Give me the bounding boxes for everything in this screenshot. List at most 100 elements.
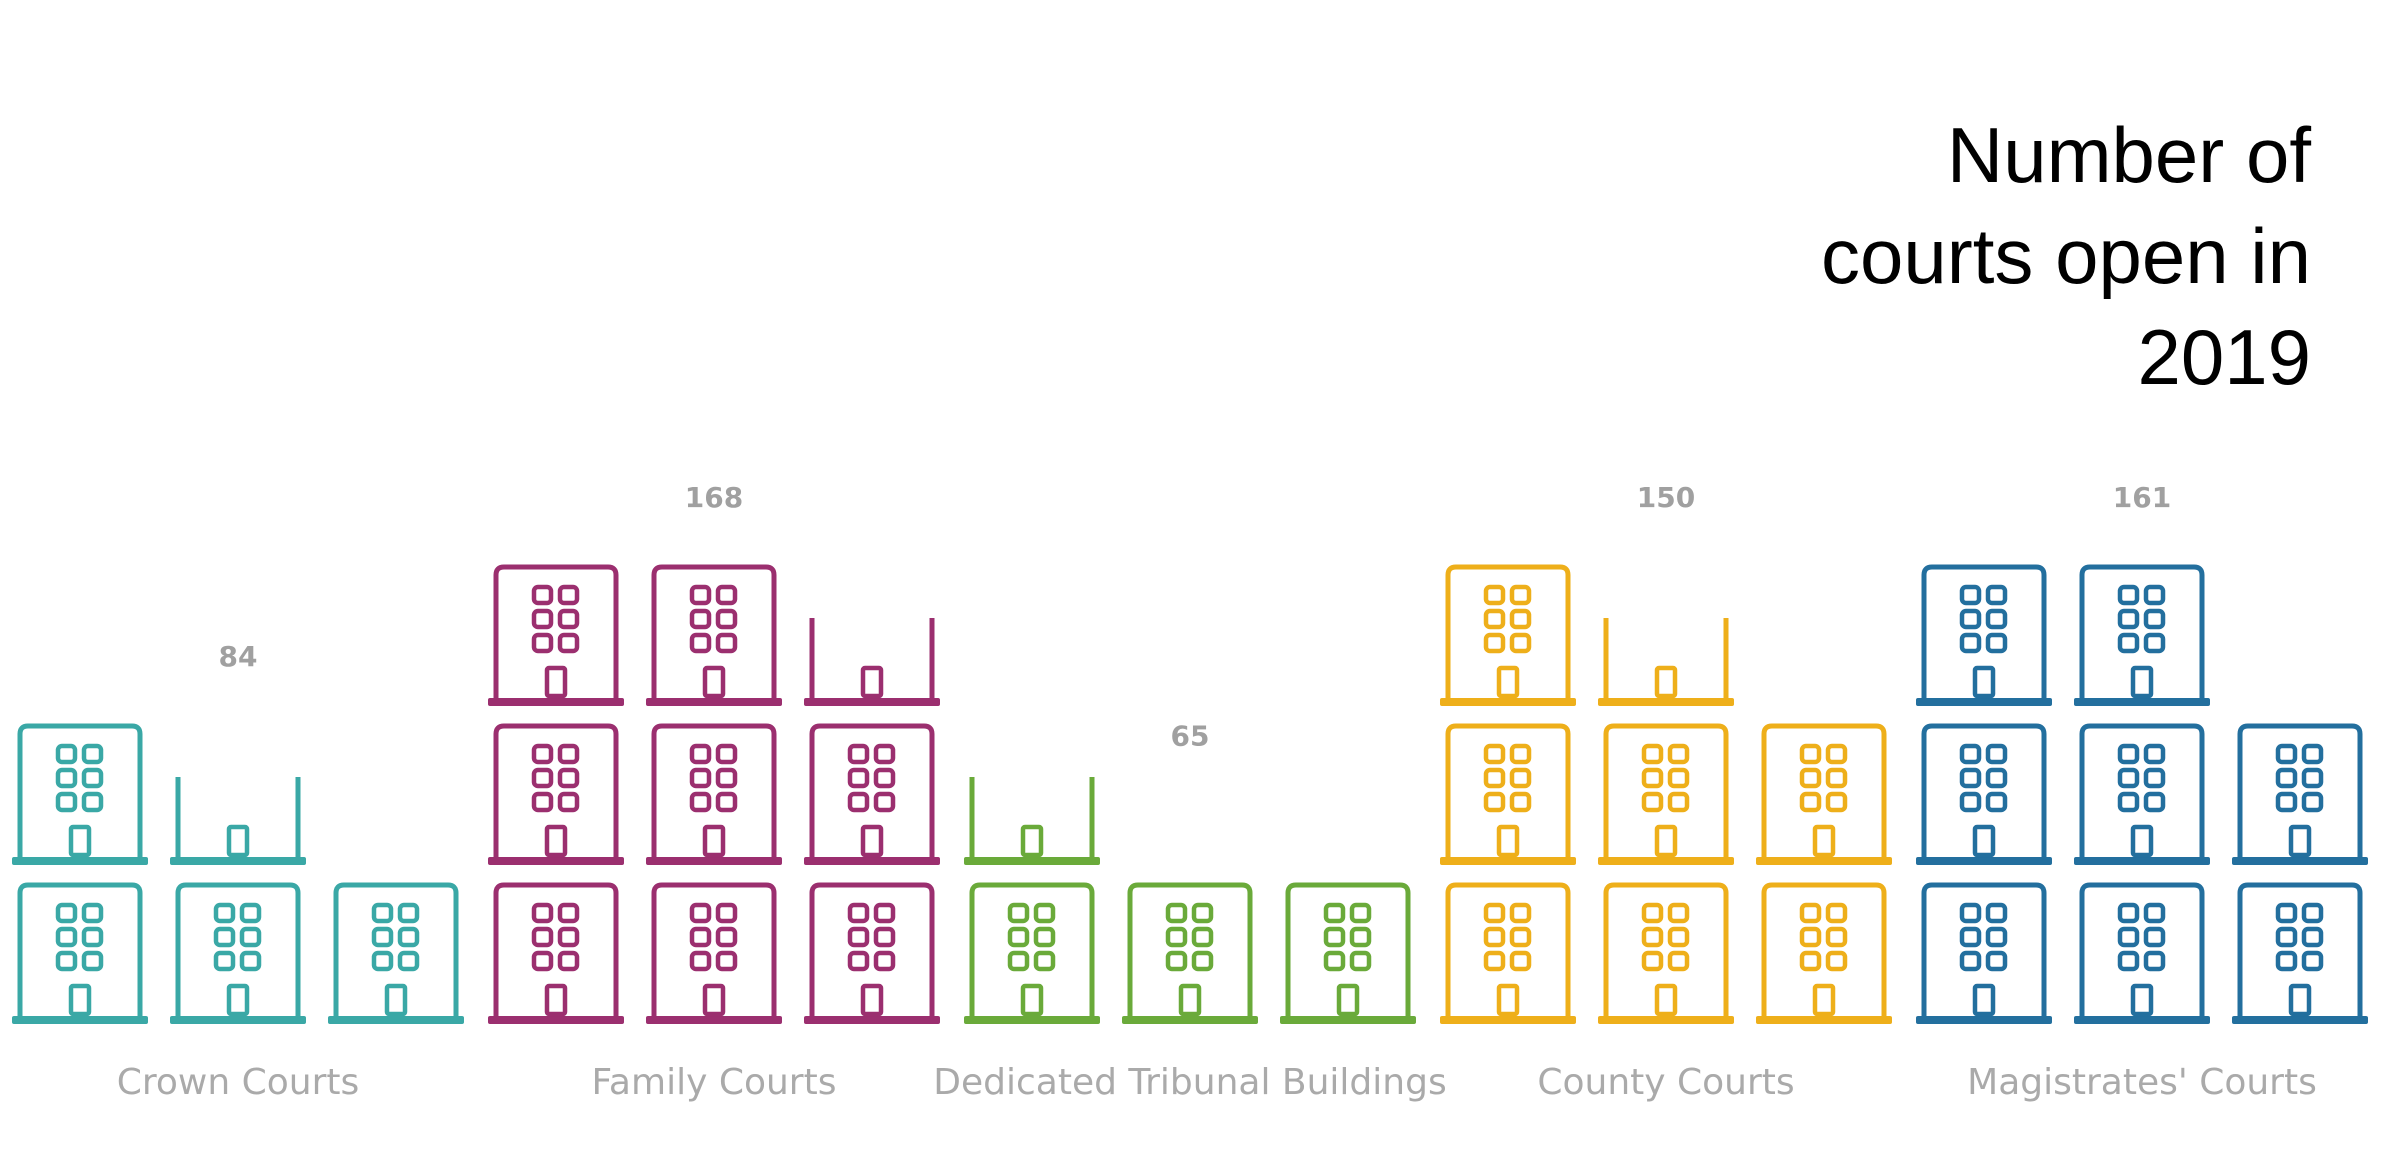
building-icon-window — [715, 767, 738, 789]
building-icon-door — [1654, 983, 1678, 1017]
building-icon-window — [1825, 950, 1848, 972]
building-icon-ledge — [1756, 1016, 1892, 1024]
building-icon-window — [1959, 584, 1982, 606]
building-icon-window — [2143, 743, 2166, 765]
building-stack — [170, 777, 306, 1024]
building-icon-window — [873, 791, 896, 813]
building-icon-ledge — [12, 1016, 148, 1024]
building-icon-body — [1761, 882, 1887, 1018]
building-icon-window — [1483, 584, 1506, 606]
building-icon-window — [2143, 902, 2166, 924]
building-icon-window — [81, 791, 104, 813]
building-icon-ledge — [1598, 1016, 1734, 1024]
building-icon-window — [689, 791, 712, 813]
category-group: 161 Magistrates' Courts — [1916, 481, 2368, 1103]
building-icon-window — [1799, 743, 1822, 765]
building-icon-ledge — [1122, 1016, 1258, 1024]
building-icon-window — [1959, 767, 1982, 789]
building-icon-body — [2079, 564, 2205, 700]
building-icon-partial-door — [1020, 824, 1044, 858]
building-icon-window — [2117, 743, 2140, 765]
building-icon-ledge — [1756, 857, 1892, 865]
building-icon-door — [1812, 824, 1836, 858]
building-icon-window — [873, 743, 896, 765]
building-icon-window — [715, 584, 738, 606]
building-icon-ledge — [1280, 1016, 1416, 1024]
building-icon-window — [557, 584, 580, 606]
building-icon-window — [2117, 584, 2140, 606]
building-icon-window — [847, 950, 870, 972]
building-icon-window — [689, 584, 712, 606]
building-stack — [1280, 882, 1416, 1024]
building-icon-window — [397, 902, 420, 924]
building-icon-door — [702, 983, 726, 1017]
building-icon-ledge — [2074, 1016, 2210, 1024]
building-icon-door — [1020, 983, 1044, 1017]
building-icon-window — [1825, 902, 1848, 924]
building-icon-window — [1799, 791, 1822, 813]
building-icon-body — [1921, 882, 2047, 1018]
building-icon-window — [2301, 767, 2324, 789]
building-icon-window — [1483, 632, 1506, 654]
value-label: 150 — [1637, 481, 1695, 514]
building-icon-window — [531, 926, 554, 948]
building-icon-body — [969, 882, 1095, 1018]
building-icon-window — [531, 767, 554, 789]
building-icon-window — [213, 902, 236, 924]
building-icon-window — [239, 926, 262, 948]
building-icon-window — [1825, 767, 1848, 789]
building-icon-window — [81, 767, 104, 789]
building-icon-window — [1509, 926, 1532, 948]
building-stack — [328, 882, 464, 1024]
building-icon-body — [2079, 882, 2205, 1018]
building-icon-ledge — [1440, 857, 1576, 865]
building-icon-door — [2130, 665, 2154, 699]
building-icon-body — [1127, 882, 1253, 1018]
building-icon-window — [2275, 950, 2298, 972]
building-icon-window — [213, 926, 236, 948]
value-label: 161 — [2113, 481, 2171, 514]
building-icon-window — [531, 950, 554, 972]
building-icon-body — [493, 723, 619, 859]
building-icon-body — [493, 882, 619, 1018]
building-icon-door — [1336, 983, 1360, 1017]
building-icon-door — [68, 824, 92, 858]
building-icon-window — [1483, 926, 1506, 948]
building-icon-window — [2301, 950, 2324, 972]
building-icon-window — [847, 767, 870, 789]
category-label: Dedicated Tribunal Buildings — [933, 1062, 1446, 1103]
building-icon-window — [715, 743, 738, 765]
building-icon-window — [1985, 632, 2008, 654]
building-icon-door — [544, 665, 568, 699]
building-icon-window — [715, 632, 738, 654]
building-icon-window — [1985, 926, 2008, 948]
building-icon-window — [1323, 950, 1346, 972]
building-icon-partial-door — [226, 824, 250, 858]
building-icon-window — [1641, 926, 1664, 948]
building-icon-window — [1483, 902, 1506, 924]
building-icon-window — [531, 608, 554, 630]
building-icon-window — [1033, 926, 1056, 948]
building-icon-window — [1349, 926, 1372, 948]
building-icon-body — [175, 882, 301, 1018]
building-stack — [12, 723, 148, 1024]
building-icon-window — [2301, 791, 2324, 813]
building-icon-window — [2117, 632, 2140, 654]
building-icon-window — [55, 926, 78, 948]
chart-title-line-2: courts open in — [1821, 212, 2311, 300]
building-icon-window — [1483, 791, 1506, 813]
building-icon-body — [1603, 723, 1729, 859]
building-icon-door — [1178, 983, 1202, 1017]
building-icon-window — [1959, 791, 1982, 813]
building-icon-ledge — [646, 1016, 782, 1024]
building-icon-window — [689, 608, 712, 630]
building-icon-ledge — [328, 1016, 464, 1024]
building-icon-window — [531, 632, 554, 654]
building-icon-ledge — [2074, 857, 2210, 865]
building-stack — [488, 564, 624, 1024]
building-icon-ledge — [488, 857, 624, 865]
value-label: 168 — [685, 481, 743, 514]
building-icon-door — [1972, 983, 1996, 1017]
building-icon-partial-body — [175, 777, 301, 859]
building-icon-door — [702, 824, 726, 858]
